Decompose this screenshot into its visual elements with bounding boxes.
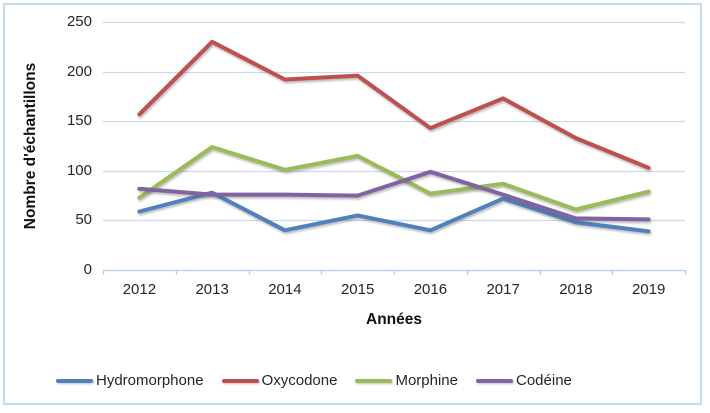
x-tick-label-2018: 2018 [559, 281, 593, 298]
legend-label-hydromorphone: Hydromorphone [96, 372, 204, 389]
y-tick-label-250: 250 [66, 13, 92, 30]
x-tick-label-2013: 2013 [195, 281, 229, 298]
legend-label-cod-ine: Codéine [516, 372, 572, 389]
x-tick-label-2016: 2016 [413, 281, 448, 298]
x-tick-label-2014: 2014 [268, 281, 302, 298]
legend-swatch-morphine [355, 379, 393, 383]
y-tick-label-100: 100 [66, 161, 92, 179]
x-tick-label-2017: 2017 [486, 281, 520, 298]
legend-swatch-oxycodone [221, 379, 259, 383]
y-tick-label-50: 50 [75, 211, 92, 229]
y-tick-label-200: 200 [66, 62, 92, 80]
legend-item-morphine: Morphine [355, 372, 458, 390]
legend-item-cod-ine: Codéine [476, 372, 572, 390]
series-line-hydromorphone [137, 190, 651, 234]
legend-swatch-cod-ine [476, 379, 513, 383]
x-axis-title: Années [366, 311, 422, 328]
y-axis-title: Nombre d'échantillons [22, 62, 39, 230]
legend-swatch-hydromorphone [56, 379, 93, 383]
x-tick-label-2015: 2015 [340, 281, 375, 298]
legend-item-oxycodone: Oxycodone [221, 372, 338, 390]
y-tick-label-0: 0 [83, 261, 92, 278]
legend-item-hydromorphone: Hydromorphone [56, 372, 204, 390]
x-tick-label-2012: 2012 [122, 281, 157, 298]
series-line-oxycodone [137, 39, 651, 170]
legend-label-oxycodone: Oxycodone [261, 372, 338, 389]
chart-legend: Hydromorphone Oxycodone Morphine Codéine [56, 368, 572, 394]
series-line-cod-ine [137, 169, 651, 222]
y-tick-label-150: 150 [66, 112, 92, 130]
legend-label-morphine: Morphine [395, 372, 458, 389]
series-line-morphine [137, 145, 651, 212]
x-tick-label-2019: 2019 [631, 281, 666, 298]
